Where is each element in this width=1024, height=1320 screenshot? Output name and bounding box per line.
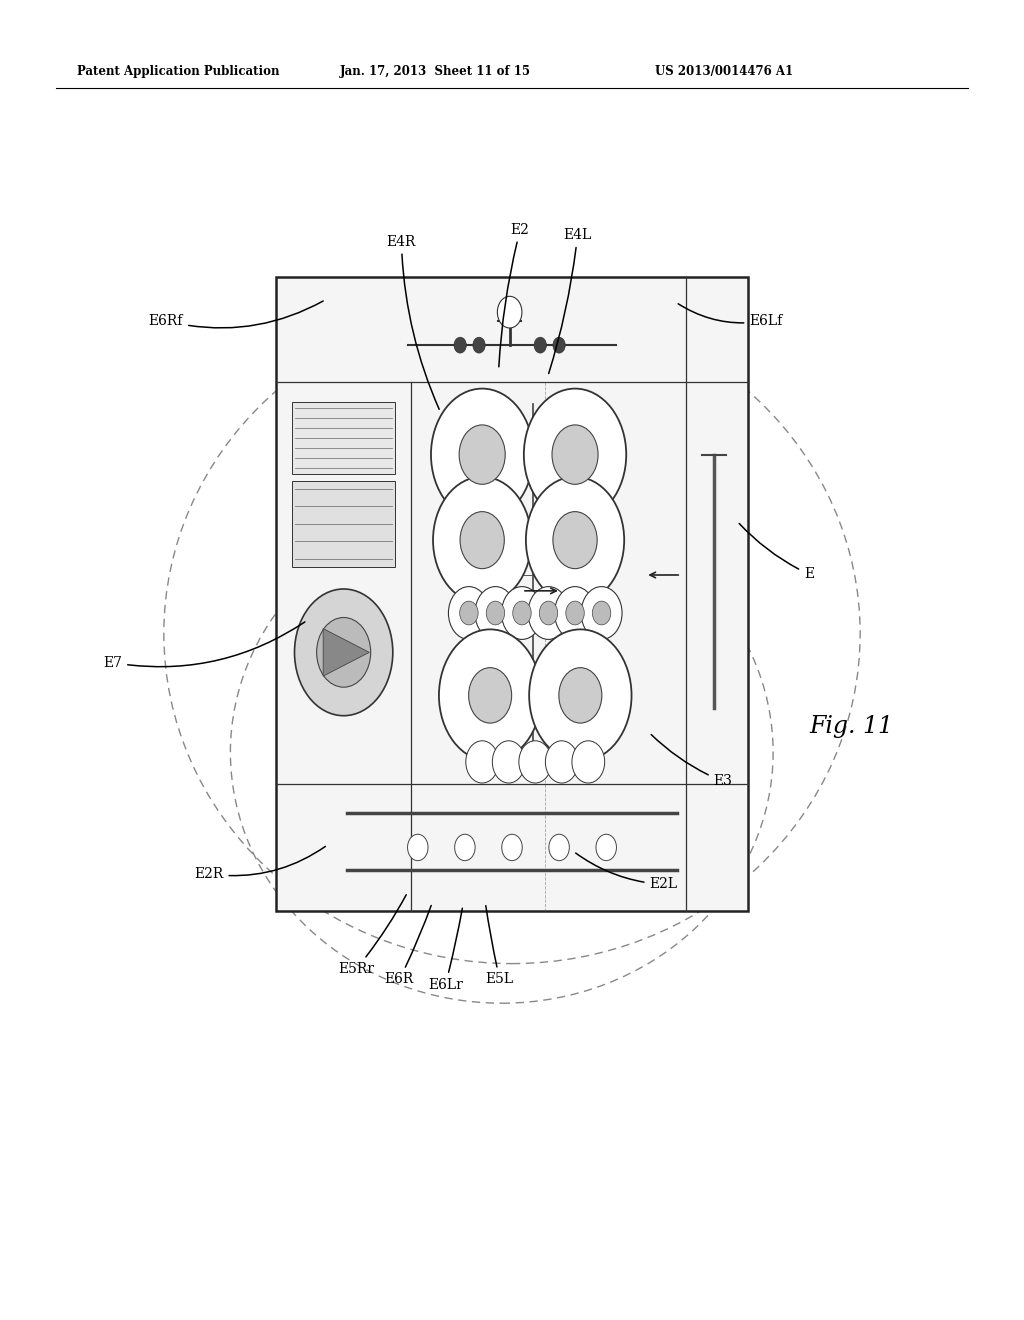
- Circle shape: [475, 586, 516, 639]
- Circle shape: [473, 337, 485, 352]
- Text: E6Lr: E6Lr: [428, 908, 463, 991]
- Circle shape: [513, 601, 531, 624]
- Circle shape: [498, 296, 522, 327]
- Circle shape: [431, 388, 534, 520]
- Text: Jan. 17, 2013  Sheet 11 of 15: Jan. 17, 2013 Sheet 11 of 15: [340, 66, 530, 78]
- Circle shape: [540, 601, 558, 624]
- Text: E6Rf: E6Rf: [148, 301, 324, 327]
- Text: Fig. 11: Fig. 11: [809, 714, 893, 738]
- Circle shape: [552, 425, 598, 484]
- Circle shape: [524, 388, 627, 520]
- Circle shape: [592, 601, 610, 624]
- Text: E5Rr: E5Rr: [338, 895, 407, 975]
- Text: E6R: E6R: [385, 906, 431, 986]
- Circle shape: [555, 586, 596, 639]
- Circle shape: [493, 741, 525, 783]
- Circle shape: [455, 834, 475, 861]
- Text: E2: E2: [499, 223, 529, 367]
- Bar: [292, 401, 395, 474]
- Circle shape: [433, 477, 531, 603]
- Circle shape: [528, 586, 569, 639]
- Circle shape: [502, 586, 543, 639]
- Circle shape: [466, 741, 499, 783]
- Circle shape: [553, 512, 597, 569]
- Text: US 2013/0014476 A1: US 2013/0014476 A1: [655, 66, 794, 78]
- Circle shape: [553, 337, 565, 352]
- Text: E: E: [739, 524, 814, 581]
- Text: E6Lf: E6Lf: [678, 304, 782, 327]
- Circle shape: [295, 589, 393, 715]
- Circle shape: [549, 834, 569, 861]
- Circle shape: [459, 425, 505, 484]
- Text: E5L: E5L: [485, 906, 514, 986]
- Text: E7: E7: [103, 622, 305, 669]
- Circle shape: [546, 741, 579, 783]
- Circle shape: [486, 601, 505, 624]
- Circle shape: [572, 741, 605, 783]
- Circle shape: [460, 601, 478, 624]
- Text: E2R: E2R: [195, 846, 326, 880]
- Circle shape: [449, 586, 489, 639]
- Text: E4R: E4R: [387, 235, 439, 409]
- Circle shape: [460, 512, 504, 569]
- Circle shape: [559, 668, 602, 723]
- Circle shape: [581, 586, 622, 639]
- Circle shape: [408, 834, 428, 861]
- Polygon shape: [324, 628, 370, 676]
- Circle shape: [596, 834, 616, 861]
- Text: E3: E3: [651, 734, 732, 788]
- Circle shape: [535, 337, 547, 352]
- Circle shape: [502, 834, 522, 861]
- Circle shape: [519, 741, 552, 783]
- Circle shape: [469, 668, 512, 723]
- Circle shape: [566, 601, 585, 624]
- Bar: [276, 277, 748, 911]
- Text: E2L: E2L: [575, 853, 678, 891]
- Text: E4L: E4L: [549, 228, 592, 374]
- Circle shape: [454, 337, 466, 352]
- Circle shape: [529, 630, 632, 762]
- Bar: [292, 480, 395, 566]
- Circle shape: [526, 477, 625, 603]
- Circle shape: [439, 630, 542, 762]
- Text: Patent Application Publication: Patent Application Publication: [77, 66, 280, 78]
- Circle shape: [316, 618, 371, 688]
